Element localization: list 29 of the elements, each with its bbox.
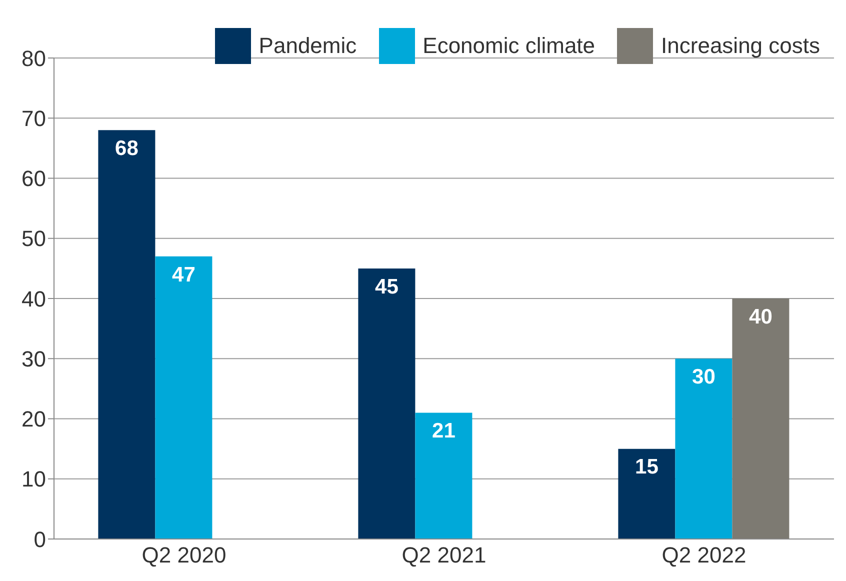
data-label: 68 (115, 137, 139, 160)
bar (358, 268, 416, 539)
data-label: 47 (172, 263, 196, 286)
x-tick-label: Q2 2021 (402, 542, 486, 568)
legend-label: Pandemic (258, 33, 357, 59)
y-tick-label: 10 (22, 466, 46, 492)
y-tick-label: 70 (22, 106, 46, 131)
bar (675, 358, 732, 539)
bar (415, 412, 472, 539)
y-tick-label: 50 (22, 226, 46, 252)
data-label: 40 (749, 305, 772, 328)
y-tick-label: 80 (22, 46, 46, 71)
y-tick-label: 20 (22, 406, 46, 432)
bar (155, 256, 212, 539)
x-tick-label: Q2 2020 (142, 542, 226, 568)
legend-label: Increasing costs (661, 33, 820, 59)
legend-label: Economic climate (422, 33, 596, 59)
bar (618, 448, 676, 539)
y-tick-label: 40 (22, 286, 46, 312)
y-tick-label: 0 (34, 526, 46, 552)
y-tick-label: 30 (22, 346, 46, 372)
data-label: 30 (692, 366, 716, 389)
data-label: 45 (375, 275, 399, 298)
y-tick-label: 60 (22, 166, 46, 192)
data-label: 15 (635, 456, 659, 479)
bar (98, 130, 156, 539)
bar (732, 298, 790, 539)
x-tick-label: Q2 2022 (662, 542, 746, 568)
data-label: 21 (432, 420, 456, 443)
